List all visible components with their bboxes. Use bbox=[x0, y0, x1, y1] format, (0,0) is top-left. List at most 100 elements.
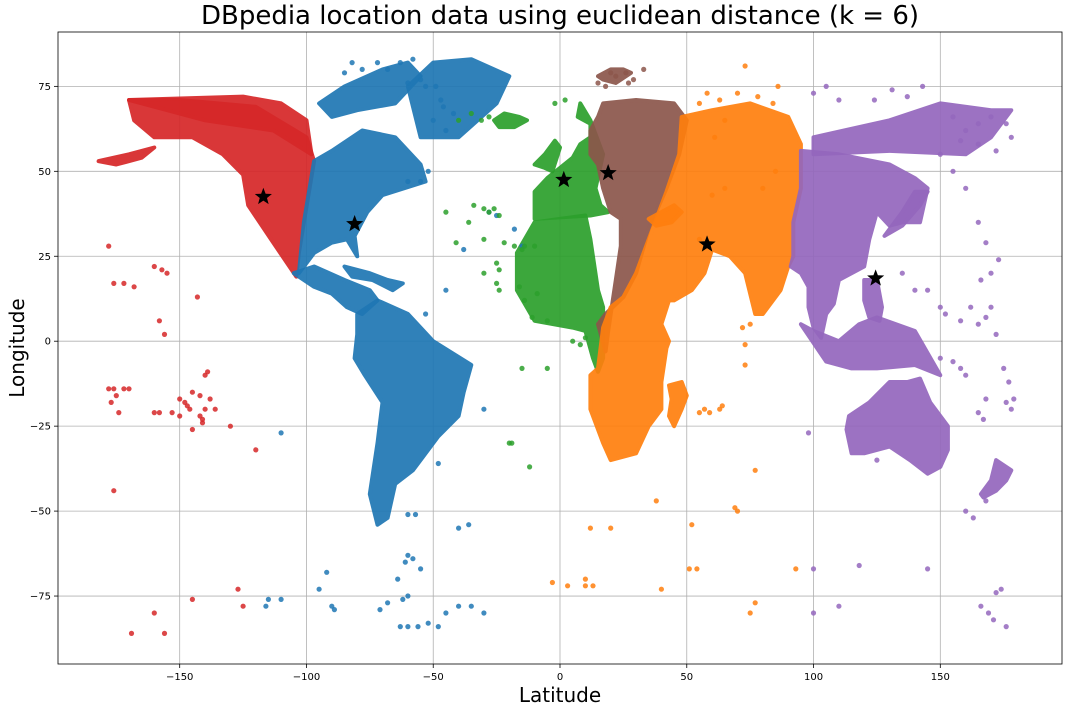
data-point bbox=[405, 178, 411, 185]
data-point bbox=[161, 630, 168, 637]
data-point bbox=[418, 77, 424, 83]
data-point bbox=[202, 406, 208, 412]
data-point bbox=[121, 386, 127, 392]
data-point bbox=[1006, 379, 1012, 385]
data-point bbox=[164, 270, 170, 276]
data-point bbox=[689, 522, 695, 528]
data-point bbox=[199, 416, 206, 422]
data-point bbox=[950, 168, 956, 174]
data-point bbox=[871, 97, 878, 103]
data-point bbox=[511, 226, 517, 232]
data-point bbox=[169, 410, 175, 416]
data-point bbox=[159, 267, 165, 273]
data-point bbox=[836, 603, 842, 609]
x-tick-label: 0 bbox=[557, 672, 563, 683]
data-point bbox=[418, 178, 424, 185]
data-point bbox=[425, 168, 431, 174]
data-point bbox=[975, 321, 981, 327]
data-point bbox=[400, 596, 406, 603]
data-point bbox=[950, 359, 956, 365]
data-point bbox=[156, 410, 162, 416]
data-point bbox=[240, 603, 246, 609]
data-point bbox=[747, 610, 753, 616]
data-point bbox=[742, 362, 748, 368]
data-point bbox=[189, 389, 195, 395]
data-point bbox=[349, 60, 355, 66]
data-point bbox=[978, 277, 984, 283]
data-point bbox=[975, 121, 981, 127]
data-point bbox=[1003, 399, 1009, 405]
data-point bbox=[278, 430, 284, 436]
scatter-points bbox=[106, 56, 1017, 637]
data-point bbox=[823, 83, 829, 89]
data-point bbox=[722, 117, 728, 123]
data-point bbox=[316, 586, 322, 592]
data-point bbox=[590, 583, 596, 589]
data-point bbox=[988, 270, 994, 276]
data-point bbox=[983, 498, 989, 504]
data-point bbox=[544, 365, 550, 371]
data-point bbox=[438, 97, 444, 103]
data-point bbox=[717, 97, 723, 103]
data-point bbox=[696, 410, 703, 416]
cluster-region bbox=[646, 203, 684, 228]
data-point bbox=[486, 114, 492, 120]
data-point bbox=[456, 525, 462, 531]
data-point bbox=[805, 430, 812, 436]
data-point bbox=[775, 83, 781, 89]
data-point bbox=[501, 240, 507, 246]
cluster-centroids bbox=[254, 164, 885, 286]
data-point bbox=[613, 73, 619, 79]
data-point bbox=[760, 185, 766, 191]
data-point bbox=[1001, 365, 1007, 371]
data-point bbox=[707, 410, 713, 416]
data-point bbox=[405, 511, 411, 518]
data-point bbox=[993, 331, 999, 337]
data-point bbox=[570, 338, 576, 344]
data-point bbox=[478, 117, 484, 123]
data-point bbox=[151, 410, 157, 416]
data-point bbox=[433, 83, 439, 89]
data-point bbox=[719, 403, 725, 409]
data-point bbox=[128, 630, 135, 637]
data-point bbox=[405, 552, 411, 558]
data-point bbox=[942, 311, 949, 317]
data-point bbox=[121, 280, 127, 286]
data-point bbox=[552, 100, 558, 106]
data-point bbox=[177, 396, 183, 402]
data-point bbox=[516, 284, 523, 290]
data-point bbox=[1003, 121, 1009, 127]
data-point bbox=[963, 372, 969, 378]
data-point bbox=[608, 70, 614, 76]
x-tick-label: 50 bbox=[680, 672, 693, 683]
data-point bbox=[937, 355, 943, 361]
data-point bbox=[106, 386, 112, 392]
data-point bbox=[529, 314, 535, 320]
data-point bbox=[235, 586, 241, 592]
data-point bbox=[565, 583, 571, 589]
data-point bbox=[970, 515, 976, 521]
data-point bbox=[521, 243, 528, 249]
data-point bbox=[630, 77, 637, 83]
data-point bbox=[836, 97, 842, 103]
data-point bbox=[904, 94, 910, 100]
y-tick-label: 0 bbox=[45, 337, 51, 348]
data-point bbox=[509, 440, 515, 446]
data-point bbox=[405, 80, 411, 86]
data-point bbox=[519, 365, 525, 371]
data-point bbox=[491, 206, 497, 212]
data-point bbox=[341, 70, 348, 76]
centroid-star-icon bbox=[346, 214, 364, 232]
data-point bbox=[582, 335, 589, 341]
data-point bbox=[412, 511, 419, 518]
data-point bbox=[950, 114, 956, 120]
data-point bbox=[395, 576, 401, 582]
cluster-region bbox=[317, 60, 423, 119]
data-point bbox=[466, 522, 472, 528]
data-point bbox=[742, 63, 748, 69]
data-point bbox=[106, 243, 112, 249]
cluster-region bbox=[811, 101, 1014, 157]
data-point bbox=[397, 60, 403, 66]
